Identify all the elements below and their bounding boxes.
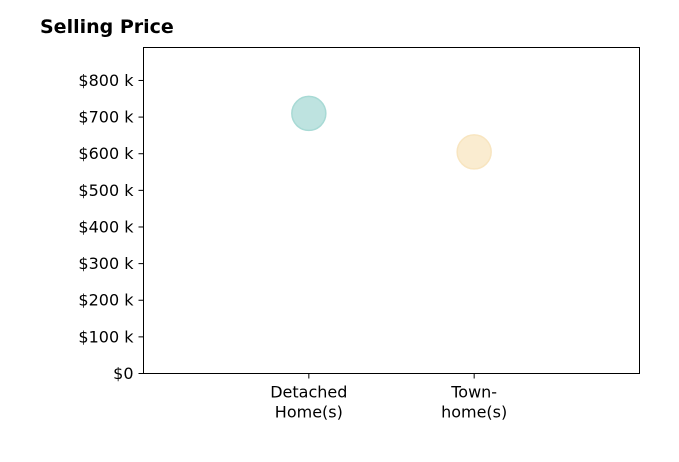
data-point — [291, 95, 327, 132]
y-tick-label: $600 k — [78, 144, 134, 163]
x-tick-label: Detached Home(s) — [270, 383, 347, 422]
y-tick-label: $100 k — [78, 327, 134, 346]
y-tick-label: $400 k — [78, 217, 134, 236]
x-axis: Detached Home(s) Town-home(s) — [270, 373, 507, 422]
y-tick-label: $200 k — [78, 291, 134, 310]
y-tick-label: $300 k — [78, 254, 134, 273]
y-tick-label: $500 k — [78, 181, 134, 200]
y-axis: $0 $100 k $200 k $300 k $400 k $500 k $600 k $7… — [78, 71, 144, 383]
y-tick-label: $800 k — [78, 71, 134, 90]
data-points — [291, 95, 492, 170]
x-tick-label-line: home(s) — [441, 403, 507, 422]
y-tick-label: $700 k — [78, 108, 134, 127]
y-tick-label: $0 — [113, 364, 133, 383]
x-tick-label-line: Detached — [270, 383, 347, 402]
x-tick-label: Town-home(s) — [441, 383, 507, 422]
data-point — [456, 134, 492, 170]
chart-title: Selling Price — [40, 16, 174, 38]
plot-frame — [143, 47, 640, 374]
x-tick-label-line: Town- — [450, 383, 497, 402]
x-tick-label-line: Home(s) — [275, 403, 343, 422]
